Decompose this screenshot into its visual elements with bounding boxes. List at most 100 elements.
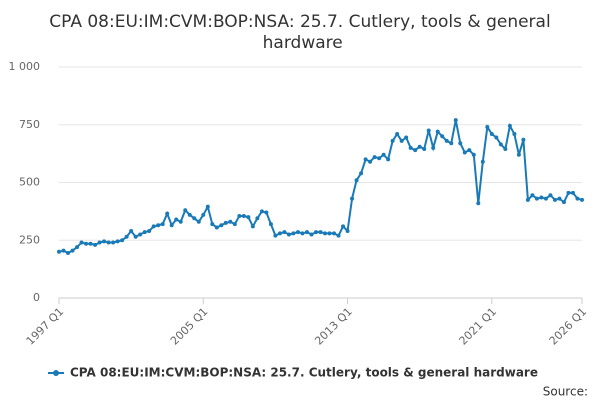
data-point <box>431 145 436 150</box>
data-point <box>570 190 575 195</box>
data-point <box>318 230 323 235</box>
data-point <box>390 138 395 143</box>
data-point <box>210 222 215 227</box>
data-point <box>327 231 332 236</box>
y-tick-label: 500 <box>19 176 40 189</box>
data-point <box>404 135 409 140</box>
x-tick-label: 1997 Q1 <box>24 305 67 348</box>
data-point <box>372 155 377 160</box>
data-point <box>552 197 557 202</box>
legend-label: CPA 08:EU:IM:CVM:BOP:NSA: 25.7. Cutlery,… <box>70 366 538 380</box>
data-point <box>313 230 318 235</box>
data-point <box>228 219 233 224</box>
data-point <box>205 204 210 209</box>
y-tick-label: 0 <box>33 291 40 304</box>
data-point <box>561 200 566 205</box>
data-point <box>61 248 66 253</box>
data-point <box>156 223 161 228</box>
data-point <box>142 230 147 235</box>
x-tick-label: 2021 Q1 <box>457 305 500 348</box>
data-point <box>255 216 260 221</box>
data-point <box>422 147 427 152</box>
data-point <box>323 231 328 236</box>
data-point <box>345 229 350 234</box>
data-point <box>192 216 197 221</box>
data-point <box>512 131 517 136</box>
data-point <box>395 131 400 136</box>
data-point <box>169 223 174 228</box>
data-point <box>368 159 373 164</box>
data-point <box>494 135 499 140</box>
data-point <box>291 231 296 236</box>
x-tick-label: 2026 Q1 <box>547 305 590 348</box>
data-point <box>534 196 539 201</box>
y-tick-label: 750 <box>19 118 40 131</box>
data-point <box>93 242 98 247</box>
data-point <box>70 248 75 253</box>
x-tick-label: 2005 Q1 <box>168 305 211 348</box>
data-point <box>399 138 404 143</box>
data-point <box>462 150 467 155</box>
data-point <box>530 193 535 198</box>
data-point <box>219 223 224 228</box>
data-point <box>480 159 485 164</box>
data-point <box>120 238 125 243</box>
data-point <box>336 233 341 238</box>
data-point <box>102 239 107 244</box>
data-point <box>84 241 89 246</box>
data-point <box>165 211 170 216</box>
data-point <box>111 240 116 245</box>
data-point <box>286 232 291 237</box>
data-point <box>408 145 413 150</box>
data-point <box>471 152 476 157</box>
data-point <box>467 148 472 153</box>
data-point <box>548 193 553 198</box>
data-point <box>413 148 418 153</box>
data-point <box>178 219 183 224</box>
data-point <box>435 129 440 134</box>
data-point <box>354 178 359 183</box>
data-point <box>241 213 246 218</box>
data-point <box>341 224 346 229</box>
data-point <box>440 134 445 139</box>
data-point <box>507 123 512 128</box>
data-point <box>485 125 490 130</box>
data-point <box>363 157 368 162</box>
data-point <box>557 196 562 201</box>
data-point <box>359 171 364 176</box>
data-point <box>444 138 449 143</box>
data-point <box>264 210 269 215</box>
data-point <box>539 195 544 200</box>
data-point <box>282 230 287 235</box>
data-point <box>525 197 530 202</box>
data-point <box>575 196 580 201</box>
data-point <box>201 212 206 217</box>
legend-marker <box>53 370 59 376</box>
data-point <box>88 241 93 246</box>
data-point <box>232 222 237 227</box>
data-point <box>458 141 463 146</box>
data-point <box>115 239 120 244</box>
x-tick-label: 2013 Q1 <box>312 305 355 348</box>
data-point <box>57 249 61 254</box>
chart-title: CPA 08:EU:IM:CVM:BOP:NSA: 25.7. Cutlery,… <box>49 12 550 53</box>
data-point <box>138 232 143 237</box>
data-point <box>350 196 355 201</box>
data-point <box>129 229 134 234</box>
data-point <box>187 212 192 217</box>
data-point <box>580 197 584 202</box>
data-point <box>304 230 309 235</box>
data-point <box>214 225 219 230</box>
y-tick-label: 250 <box>19 233 40 246</box>
data-point <box>151 224 156 229</box>
data-point <box>223 220 228 225</box>
data-point <box>377 156 382 161</box>
data-point <box>277 231 282 236</box>
data-point <box>75 245 80 250</box>
data-point <box>273 233 278 238</box>
data-point <box>196 219 201 224</box>
y-tick-label: 1 000 <box>9 60 41 73</box>
data-point <box>521 137 526 142</box>
data-point <box>259 209 264 214</box>
